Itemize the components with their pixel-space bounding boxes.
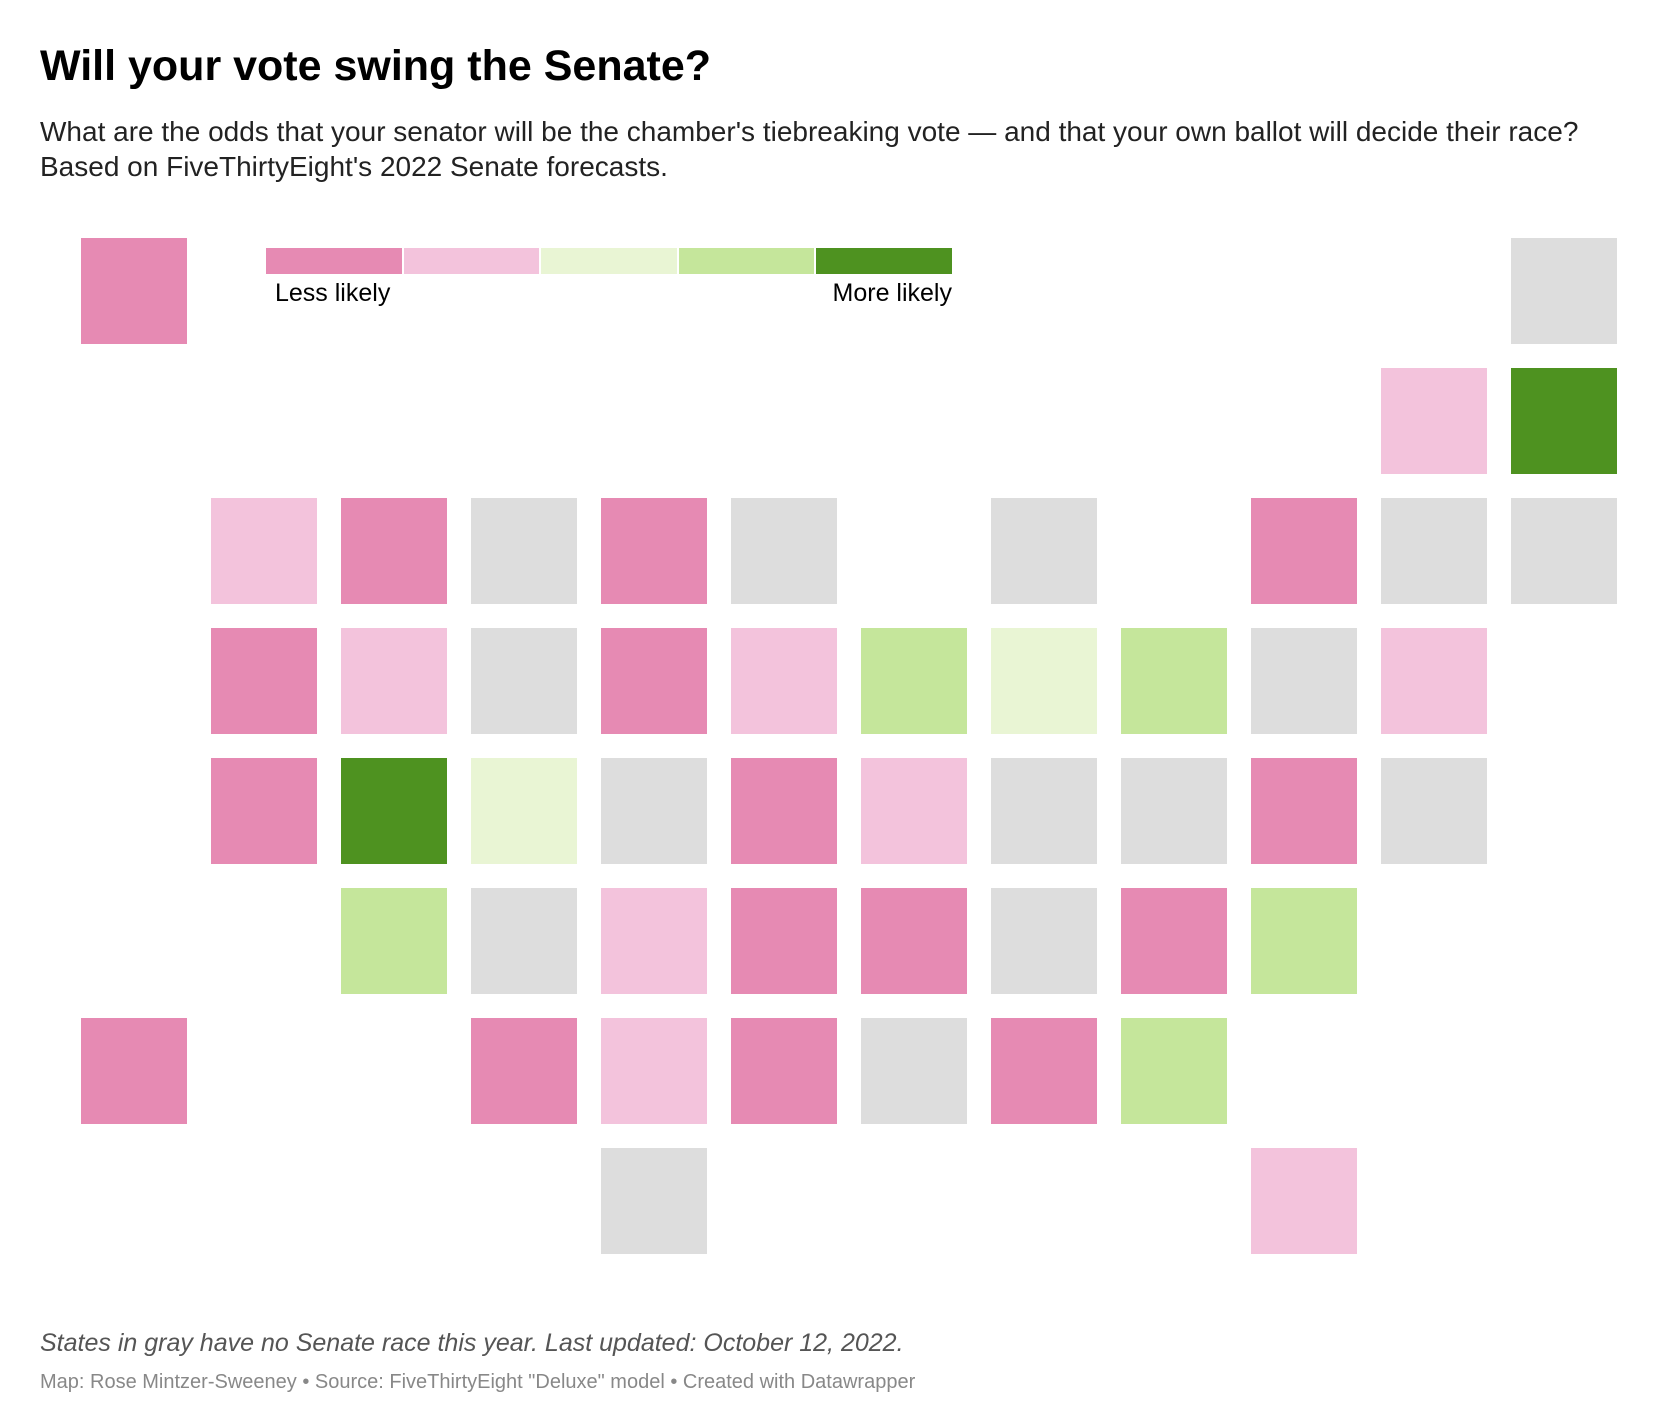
- color-legend: [266, 248, 952, 274]
- state-tile-no-race: [601, 758, 707, 864]
- state-tile: [1381, 368, 1487, 474]
- state-tile: [1251, 888, 1357, 994]
- state-tile-no-race: [471, 628, 577, 734]
- state-tile: [341, 758, 447, 864]
- legend-more-likely-label: More likely: [832, 279, 952, 307]
- map-subtitle: What are the odds that your senator will…: [40, 116, 1579, 182]
- state-tile: [861, 758, 967, 864]
- state-tile-no-race: [1381, 498, 1487, 604]
- map-title: Will your vote swing the Senate?: [40, 42, 711, 90]
- state-tile: [861, 628, 967, 734]
- state-tile: [601, 1018, 707, 1124]
- state-tile: [211, 628, 317, 734]
- state-tile: [341, 498, 447, 604]
- state-tile-no-race: [1251, 628, 1357, 734]
- state-tile: [81, 1018, 187, 1124]
- state-tile-no-race: [1511, 498, 1617, 604]
- state-tile: [1251, 758, 1357, 864]
- state-tile: [991, 628, 1097, 734]
- state-tile-no-race: [471, 888, 577, 994]
- state-tile: [81, 238, 187, 344]
- state-tile: [1251, 1148, 1357, 1254]
- state-tile-no-race: [861, 1018, 967, 1124]
- state-tile: [1251, 498, 1357, 604]
- state-tile-no-race: [731, 498, 837, 604]
- state-tile: [601, 628, 707, 734]
- legend-swatch-4: [678, 248, 817, 274]
- legend-swatch-1: [266, 248, 404, 274]
- state-tile: [211, 758, 317, 864]
- state-tile: [211, 498, 317, 604]
- state-tile-no-race: [471, 498, 577, 604]
- state-tile-no-race: [1381, 758, 1487, 864]
- state-tile: [471, 758, 577, 864]
- state-tile-no-race: [991, 498, 1097, 604]
- state-tile-no-race: [991, 758, 1097, 864]
- gray-states-note: States in gray have no Senate race this …: [40, 1329, 904, 1357]
- state-tile: [1381, 628, 1487, 734]
- credits-footer: Map: Rose Mintzer-Sweeney • Source: Five…: [40, 1371, 916, 1393]
- state-tile: [1511, 368, 1617, 474]
- state-tile-no-race: [1511, 238, 1617, 344]
- state-tile: [341, 888, 447, 994]
- state-tile-no-race: [601, 1148, 707, 1254]
- state-tile: [731, 1018, 837, 1124]
- legend-swatch-3: [541, 248, 679, 274]
- state-tile: [1121, 1018, 1227, 1124]
- state-tile: [1121, 888, 1227, 994]
- state-tile: [471, 1018, 577, 1124]
- state-tile: [601, 498, 707, 604]
- state-tile: [1121, 628, 1227, 734]
- state-tile: [731, 888, 837, 994]
- state-tile-no-race: [1121, 758, 1227, 864]
- state-tile: [861, 888, 967, 994]
- state-tile: [601, 888, 707, 994]
- state-tile: [341, 628, 447, 734]
- state-tile: [991, 1018, 1097, 1124]
- state-tile-grid: [81, 238, 1617, 1254]
- state-tile-no-race: [991, 888, 1097, 994]
- legend-swatch-5: [816, 248, 952, 274]
- state-tile: [731, 628, 837, 734]
- state-tile: [731, 758, 837, 864]
- legend-swatch-2: [403, 248, 542, 274]
- legend-less-likely-label: Less likely: [275, 279, 391, 307]
